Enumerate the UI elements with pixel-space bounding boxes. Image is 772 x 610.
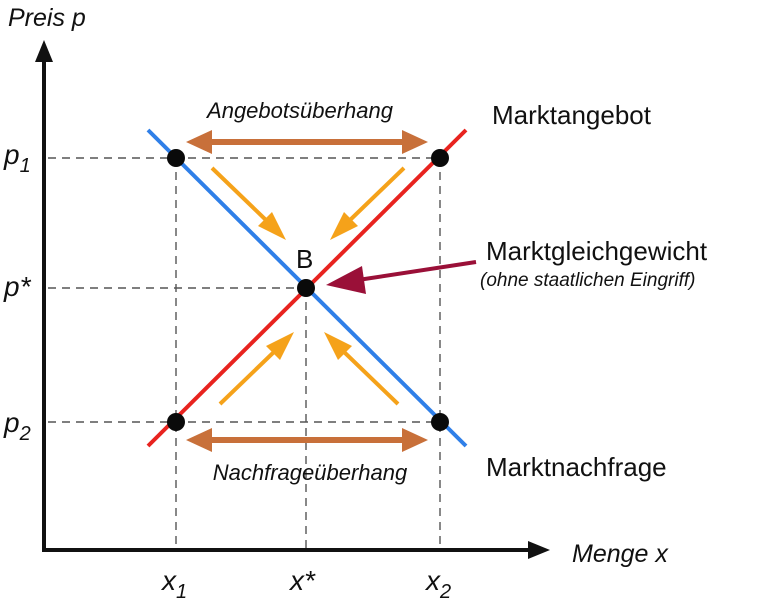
supply-surplus-label: Angebotsüberhang (205, 98, 394, 123)
x-tick-x1: x1 (160, 565, 187, 603)
y-tick-p1: p1 (3, 139, 31, 177)
points (167, 149, 449, 431)
y-axis-arrowhead (35, 40, 53, 62)
y-axis-label: Preis p (8, 4, 86, 32)
equilibrium-point-label: B (296, 244, 313, 274)
equilibrium-title: Marktgleichgewicht (486, 236, 708, 266)
x-tick-xstar: x* (288, 565, 316, 596)
convergence-arrow-top-left (210, 166, 286, 240)
supply-surplus-arrow (186, 130, 428, 154)
demand-surplus-arrow (186, 428, 428, 452)
convergence-arrow-bottom-right (324, 332, 400, 406)
demand-curve-label: Marktnachfrage (486, 452, 667, 482)
x-axis-arrowhead (528, 541, 550, 559)
guide-lines (48, 157, 441, 548)
convergence-arrow-bottom-left (218, 332, 294, 406)
point-demand-p1 (167, 149, 185, 167)
convergence-arrow-top-right (330, 166, 406, 240)
equilibrium-subtitle: (ohne staatlichen Eingriff) (480, 270, 695, 291)
point-supply-p2 (167, 413, 185, 431)
point-supply-p1 (431, 149, 449, 167)
supply-curve-label: Marktangebot (492, 100, 652, 130)
x-axis-label: Menge x (572, 540, 669, 568)
point-equilibrium (297, 279, 315, 297)
demand-surplus-label: Nachfrageüberhang (213, 460, 408, 485)
point-demand-p2 (431, 413, 449, 431)
x-tick-x2: x2 (424, 565, 451, 603)
equilibrium-pointer-arrow (326, 260, 477, 294)
y-tick-pstar: p* (3, 271, 32, 302)
y-tick-p2: p2 (3, 407, 31, 445)
